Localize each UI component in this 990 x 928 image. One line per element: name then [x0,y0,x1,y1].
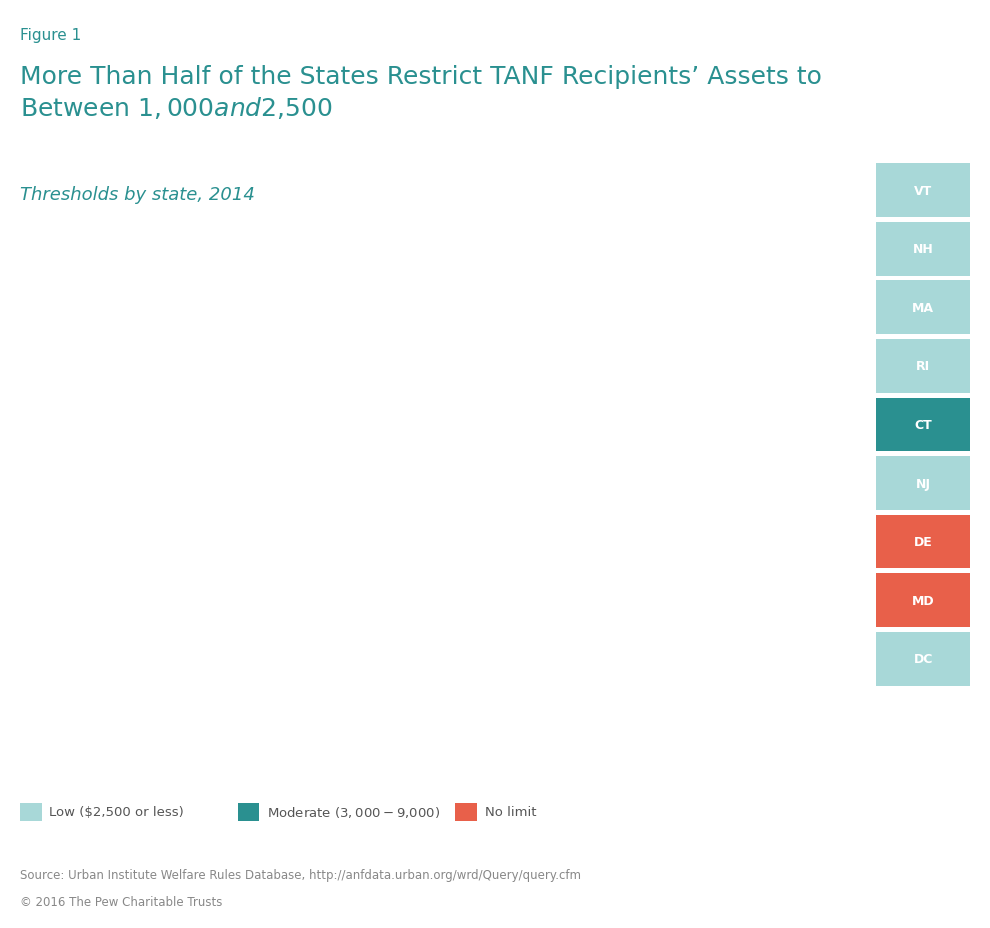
Text: NH: NH [913,243,934,256]
FancyBboxPatch shape [876,223,970,277]
Text: DE: DE [914,535,933,548]
FancyBboxPatch shape [876,340,970,393]
Text: Moderate ($3,000-$9,000): Moderate ($3,000-$9,000) [267,805,441,819]
Text: RI: RI [916,360,931,373]
Text: MA: MA [912,302,935,315]
FancyBboxPatch shape [20,803,42,821]
Text: DC: DC [914,652,933,665]
FancyBboxPatch shape [876,632,970,686]
Text: No limit: No limit [485,806,537,818]
Text: Thresholds by state, 2014: Thresholds by state, 2014 [20,186,254,203]
FancyBboxPatch shape [876,398,970,452]
FancyBboxPatch shape [876,457,970,510]
Text: NJ: NJ [916,477,931,490]
Text: More Than Half of the States Restrict TANF Recipients’ Assets to
Between $1,000 : More Than Half of the States Restrict TA… [20,65,822,122]
Text: CT: CT [915,419,932,432]
FancyBboxPatch shape [876,515,970,569]
FancyBboxPatch shape [876,574,970,627]
Text: VT: VT [914,185,933,198]
Text: Source: Urban Institute Welfare Rules Database, http://anfdata.urban.org/wrd/Que: Source: Urban Institute Welfare Rules Da… [20,868,581,881]
FancyBboxPatch shape [876,164,970,218]
Text: Figure 1: Figure 1 [20,28,81,43]
FancyBboxPatch shape [876,281,970,335]
FancyBboxPatch shape [238,803,259,821]
Text: MD: MD [912,594,935,607]
Text: Low ($2,500 or less): Low ($2,500 or less) [50,806,184,818]
FancyBboxPatch shape [455,803,477,821]
Text: © 2016 The Pew Charitable Trusts: © 2016 The Pew Charitable Trusts [20,896,222,909]
